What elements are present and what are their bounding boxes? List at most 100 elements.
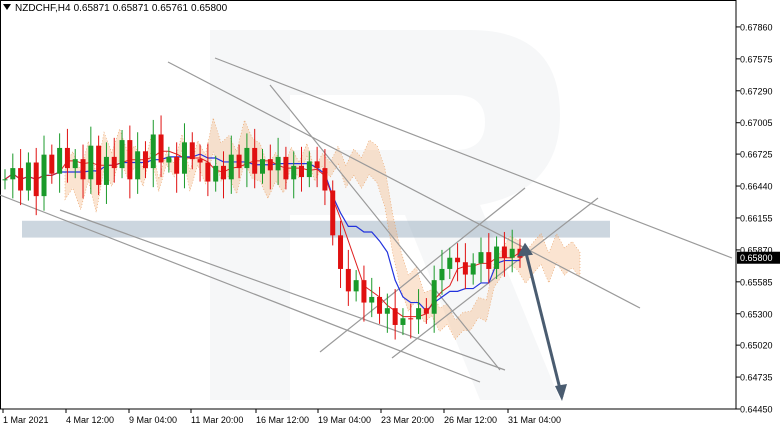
y-tick-label: 0.65020 — [740, 341, 773, 351]
symbol-label: NZDCHF,H4 — [15, 3, 71, 14]
x-tick-label: 1 Mar 2021 — [3, 415, 49, 425]
trendline-6 — [391, 197, 599, 359]
candle-body — [220, 165, 226, 180]
candle-body — [57, 147, 63, 174]
candle-body — [2, 179, 8, 181]
candle-body — [377, 296, 383, 314]
candle-body — [49, 154, 55, 174]
x-tick-label: 4 Mar 12:00 — [66, 415, 114, 425]
candle-body — [470, 263, 476, 275]
candle-body — [447, 257, 453, 269]
forecast-arrow-head — [555, 384, 567, 401]
chart-header: NZDCHF,H4 0.65871 0.65871 0.65761 0.65800 — [3, 3, 230, 14]
x-tick-label: 26 Mar 12:00 — [444, 415, 497, 425]
current-price-tag — [737, 251, 780, 264]
candle-body — [345, 268, 351, 292]
candle-body — [88, 145, 94, 180]
candle-body — [291, 165, 297, 180]
candle-body — [322, 168, 328, 191]
watermark-logo — [210, 30, 560, 400]
forecast-arrow-line — [523, 248, 564, 398]
candle-body — [431, 280, 437, 314]
y-tick-label: 0.67005 — [740, 118, 773, 128]
candle-body — [158, 134, 164, 163]
y-tick-label: 0.66440 — [740, 182, 773, 192]
x-tick-label: 19 Mar 04:00 — [318, 415, 371, 425]
open-value: 0.65871 — [73, 3, 110, 14]
candle-body — [486, 252, 492, 269]
candle-body — [423, 308, 429, 314]
candle-body — [361, 280, 367, 303]
forecast-arrow-tail — [517, 242, 533, 257]
candle-body — [369, 296, 375, 303]
candle-body — [228, 154, 234, 180]
trendline-1 — [0, 194, 481, 383]
y-tick-label: 0.67860 — [740, 22, 773, 32]
candle-body — [275, 156, 281, 171]
y-tick-label: 0.66155 — [740, 213, 773, 223]
candle-body — [400, 318, 406, 325]
candle-body — [197, 159, 203, 163]
x-tick-label: 31 Mar 04:00 — [508, 415, 561, 425]
ichimoku-cloud — [64, 116, 581, 340]
candle-body — [96, 145, 102, 185]
candle-body — [25, 162, 31, 191]
candle-body — [494, 246, 500, 269]
candle-body — [127, 140, 133, 180]
candle-body — [509, 248, 515, 258]
trendline-4 — [269, 84, 501, 371]
candle-body — [299, 165, 305, 178]
y-tick-label: 0.64735 — [740, 373, 773, 383]
candle-body — [10, 168, 16, 180]
plot-frame — [0, 0, 737, 410]
dropdown-triangle-icon[interactable] — [3, 4, 11, 10]
candle-body — [283, 156, 289, 180]
candle-body — [181, 142, 187, 174]
candle-body — [306, 161, 312, 178]
candle-body — [119, 140, 125, 169]
candle-body — [501, 246, 507, 258]
candle-body — [166, 156, 172, 163]
candle-body — [267, 159, 273, 171]
y-tick-label: 0.67290 — [740, 86, 773, 96]
candle-body — [244, 147, 250, 169]
candle-body — [252, 147, 258, 174]
candle-body — [330, 190, 336, 236]
candle-body — [111, 156, 117, 169]
candle-body — [33, 162, 39, 197]
x-tick-label: 16 Mar 12:00 — [256, 415, 309, 425]
x-tick-label: 23 Mar 20:00 — [381, 415, 434, 425]
current-price-label: 0.65800 — [740, 253, 773, 263]
candle-body — [72, 159, 78, 169]
y-tick-label: 0.66725 — [740, 150, 773, 160]
candle-body — [353, 280, 359, 292]
low-value: 0.65761 — [151, 3, 189, 14]
candle-body — [80, 159, 86, 180]
close-value: 0.65800 — [191, 3, 228, 14]
candle-body — [462, 262, 468, 275]
trendline-2 — [167, 61, 641, 309]
candle-body — [416, 308, 422, 320]
y-tick-label: 0.65870 — [740, 245, 773, 255]
candle-body — [392, 308, 398, 325]
candle-body — [174, 156, 180, 174]
trendline-7 — [59, 209, 506, 371]
candle-body — [142, 151, 148, 169]
candle-body — [205, 162, 211, 182]
candle-body — [103, 156, 109, 185]
candle-body — [408, 318, 414, 320]
y-tick-label: 0.67575 — [740, 54, 773, 64]
candle-body — [384, 308, 390, 314]
candle-body — [64, 147, 70, 169]
y-tick-label: 0.65585 — [740, 277, 773, 287]
support-resistance-zone — [22, 220, 610, 238]
candle-body — [478, 252, 484, 264]
candle-body — [338, 235, 344, 269]
candle-body — [213, 165, 219, 182]
candle-body — [150, 134, 156, 169]
x-tick-label: 9 Mar 04:00 — [129, 415, 177, 425]
candle-body — [455, 257, 461, 263]
trendline-3 — [214, 57, 733, 259]
